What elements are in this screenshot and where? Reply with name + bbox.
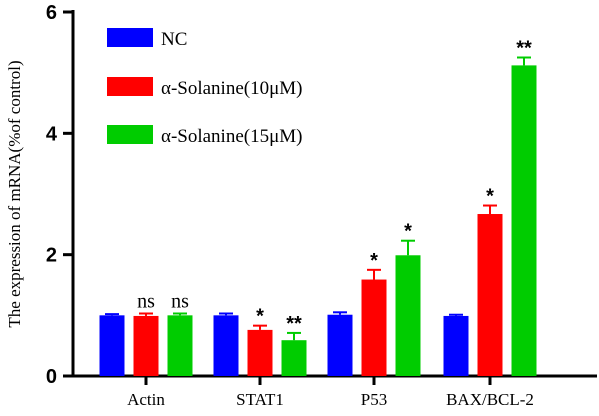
x-tick-label: P53 [361,390,387,409]
significance-label: * [370,250,378,272]
legend-label: α-Solanine(10μM) [161,78,303,99]
x-tick-label: BAX/BCL-2 [446,390,534,409]
y-tick-label: 6 [46,2,57,24]
bar [99,315,125,376]
bar [511,65,537,377]
y-tick-label: 2 [46,245,57,267]
x-tick-label: Actin [127,390,165,409]
legend-swatch [107,77,153,96]
y-tick-label: 4 [46,123,58,145]
legend-label: NC [161,29,187,50]
bar [395,255,421,376]
significance-label: ** [286,313,302,335]
bar [327,314,353,376]
significance-label: * [256,306,264,328]
legend-label: α-Solanine(15μM) [161,126,303,147]
y-axis-label: The expression of mRNA(%of control) [5,60,24,327]
x-axis: Actin STAT1 P53 BAX/BCL-2 [71,374,597,409]
bar [247,329,273,376]
bars: ns ns* ******* [99,38,537,377]
bar [477,214,503,376]
bar [167,315,193,376]
significance-label: * [404,221,412,243]
bar [361,279,387,376]
legend: NC α-Solanine(10μM) α-Solanine(15μM) [107,28,303,147]
y-axis: 0 2 4 6 [46,2,75,388]
x-tick-label: STAT1 [236,390,284,409]
significance-label: ns [171,291,189,313]
bar [443,315,469,376]
significance-label: ** [516,38,532,60]
legend-swatch [107,125,153,144]
significance-label: * [486,186,494,208]
y-tick-label: 0 [46,366,57,388]
bar [213,315,239,376]
significance-label: ns [137,291,155,313]
legend-swatch [107,28,153,47]
bar [281,340,307,376]
bar [133,315,159,376]
